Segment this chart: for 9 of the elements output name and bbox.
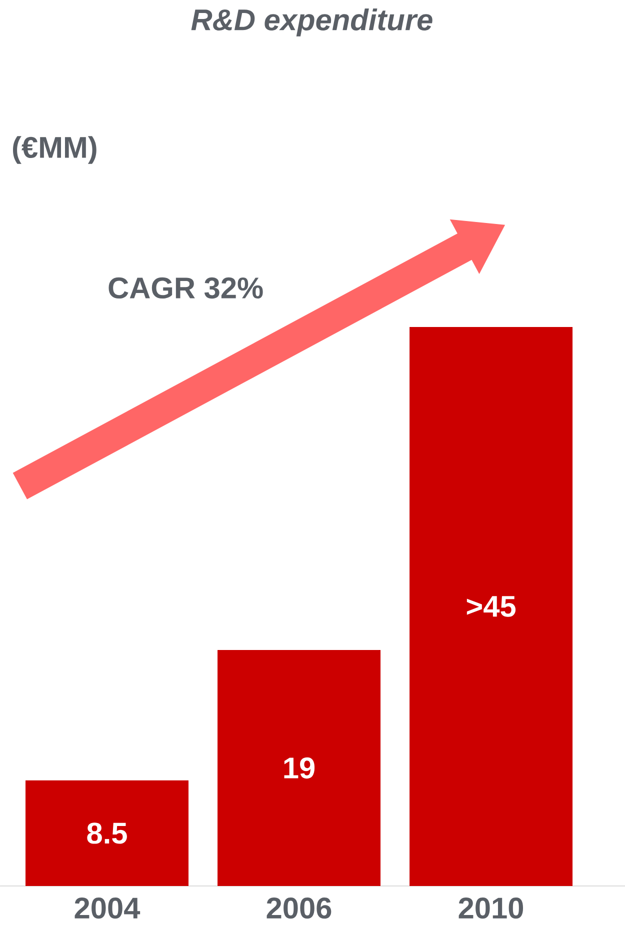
x-tick-label: 2006 (266, 898, 332, 919)
x-tick-label: 2004 (74, 898, 140, 919)
chart-subtitle: (€MM) (13, 136, 96, 164)
text: CAGR 32% (108, 277, 263, 299)
x-tick-label: 2010 (458, 898, 524, 919)
chart-title: R&D expenditure (191, 8, 432, 36)
data-label: 19 (284, 757, 315, 779)
data-label: >45 (466, 596, 516, 617)
data-label: 8.5 (87, 822, 127, 844)
